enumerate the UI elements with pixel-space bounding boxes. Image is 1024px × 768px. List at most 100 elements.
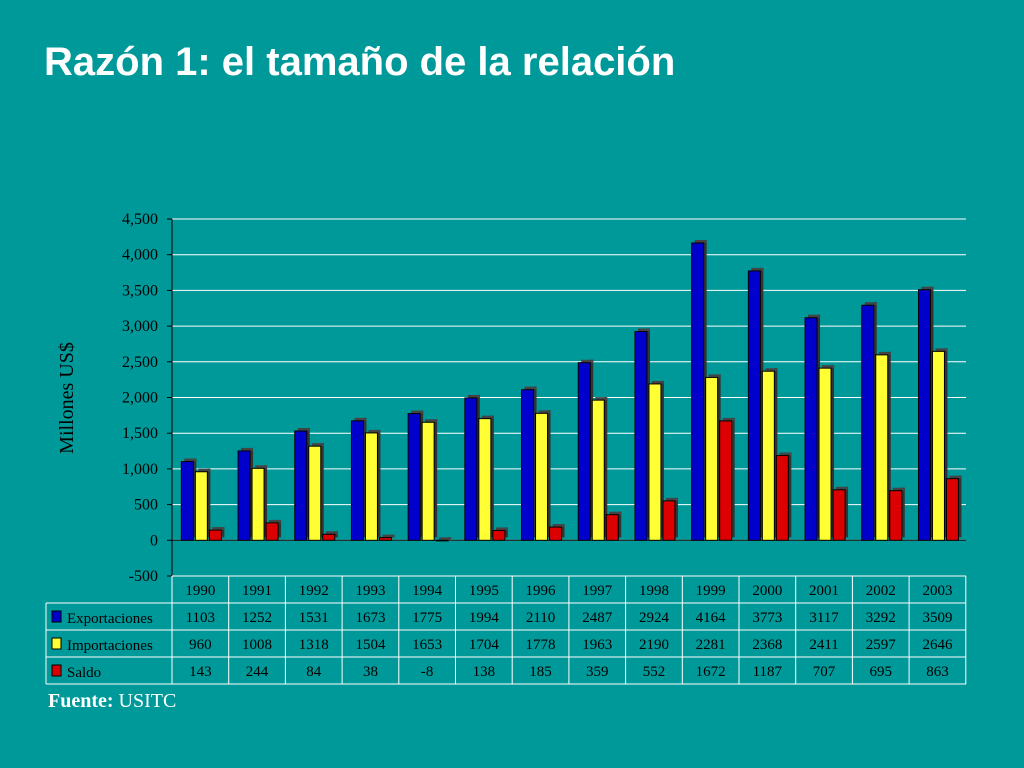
data-label: 3292 (866, 610, 896, 626)
bar-top (439, 537, 452, 541)
x-tick-label: 2003 (922, 583, 952, 599)
bar-importaciones (931, 350, 945, 541)
bar-top (184, 458, 197, 462)
bar-shadow (504, 527, 508, 538)
legend-swatch-exportaciones (51, 610, 62, 623)
bar-shadow (320, 443, 324, 538)
x-tick-label: 2001 (809, 583, 839, 599)
bar-shadow (774, 368, 778, 538)
bar-top (311, 443, 324, 447)
data-label: 1504 (355, 637, 386, 653)
data-label: 1994 (469, 610, 500, 626)
bar-importaciones (478, 418, 492, 541)
bar-shadow (831, 365, 835, 538)
bar-saldo (662, 500, 676, 541)
bar-shadow (547, 410, 551, 538)
bar-top (892, 487, 905, 491)
bar-shadow (845, 486, 849, 538)
data-label: 707 (813, 664, 836, 680)
data-label: 1008 (242, 637, 272, 653)
bar-shadow (377, 429, 381, 538)
data-label: 38 (363, 664, 378, 680)
bar-exportaciones (237, 450, 251, 541)
x-tick-label: 2000 (752, 583, 782, 599)
bar-exportaciones (861, 304, 875, 541)
data-label: 1318 (299, 637, 329, 653)
data-label: 1103 (186, 610, 215, 626)
y-tick-label: 500 (134, 497, 158, 514)
bar-top (481, 415, 494, 419)
data-label: 1531 (299, 610, 329, 626)
bar-top (297, 427, 310, 431)
bar-saldo (265, 522, 279, 541)
bar-exportaciones (747, 270, 761, 541)
data-label: 138 (473, 664, 496, 680)
data-label: 2487 (582, 610, 613, 626)
bar-saldo (775, 455, 789, 541)
bar-exportaciones (577, 362, 591, 541)
bar-importaciones (705, 376, 719, 541)
bar-top (595, 397, 608, 401)
y-tick-label: 1,500 (122, 425, 158, 442)
y-tick-label: 3,000 (122, 318, 158, 335)
bar-importaciones (818, 367, 832, 541)
bar-saldo (492, 529, 506, 541)
data-label: 2646 (922, 637, 953, 653)
bar-exportaciones (350, 420, 364, 541)
data-label: 1704 (469, 637, 500, 653)
bar-importaciones (308, 445, 322, 541)
bar-exportaciones (294, 430, 308, 541)
legend-label: Exportaciones (67, 611, 153, 627)
bar-importaciones (421, 421, 435, 541)
bar-exportaciones (691, 242, 705, 541)
bar-importaciones (194, 471, 208, 541)
x-tick-label: 1994 (412, 583, 443, 599)
bar-importaciones (591, 399, 605, 541)
data-label: 695 (870, 664, 893, 680)
x-tick-label: 1999 (696, 583, 726, 599)
bar-exportaciones (634, 331, 648, 541)
x-tick-label: 1992 (299, 583, 329, 599)
bar-saldo (832, 489, 846, 541)
data-label: 1653 (412, 637, 442, 653)
data-label: 1187 (753, 664, 783, 680)
bar-top (269, 519, 282, 523)
bar-top (538, 410, 551, 414)
bar-top (524, 386, 537, 390)
data-label: 185 (529, 664, 552, 680)
bar-exportaciones (521, 389, 535, 541)
y-tick-label: 2,000 (122, 390, 158, 407)
data-label: 2190 (639, 637, 669, 653)
x-tick-label: 1990 (185, 583, 215, 599)
legend-label: Saldo (67, 665, 101, 681)
bar-top (241, 447, 254, 451)
data-label: 143 (189, 664, 212, 680)
data-label: -8 (421, 664, 434, 680)
bar-shadow (887, 351, 891, 538)
data-label: 2411 (809, 637, 838, 653)
data-label: 1252 (242, 610, 272, 626)
bar-shadow (674, 497, 678, 538)
bar-shadow (901, 487, 905, 538)
bar-shadow (788, 452, 792, 538)
bar-shadow (958, 475, 962, 538)
x-tick-label: 1991 (242, 583, 272, 599)
bar-shadow (264, 465, 268, 538)
bar-top (651, 380, 664, 384)
data-label: 3117 (809, 610, 839, 626)
bar-top (354, 417, 367, 421)
data-label: 552 (643, 664, 666, 680)
y-tick-label: -500 (129, 568, 158, 585)
data-label: 2924 (639, 610, 670, 626)
bar-shadow (221, 527, 225, 538)
bar-saldo (549, 526, 563, 541)
bar-top (425, 419, 438, 423)
bar-top (495, 527, 508, 531)
data-label: 2368 (752, 637, 782, 653)
bar-shadow (944, 348, 948, 538)
data-label: 2110 (526, 610, 555, 626)
bar-saldo (889, 490, 903, 541)
data-label: 2597 (866, 637, 897, 653)
bar-saldo (378, 537, 392, 541)
bar-top (382, 534, 395, 538)
